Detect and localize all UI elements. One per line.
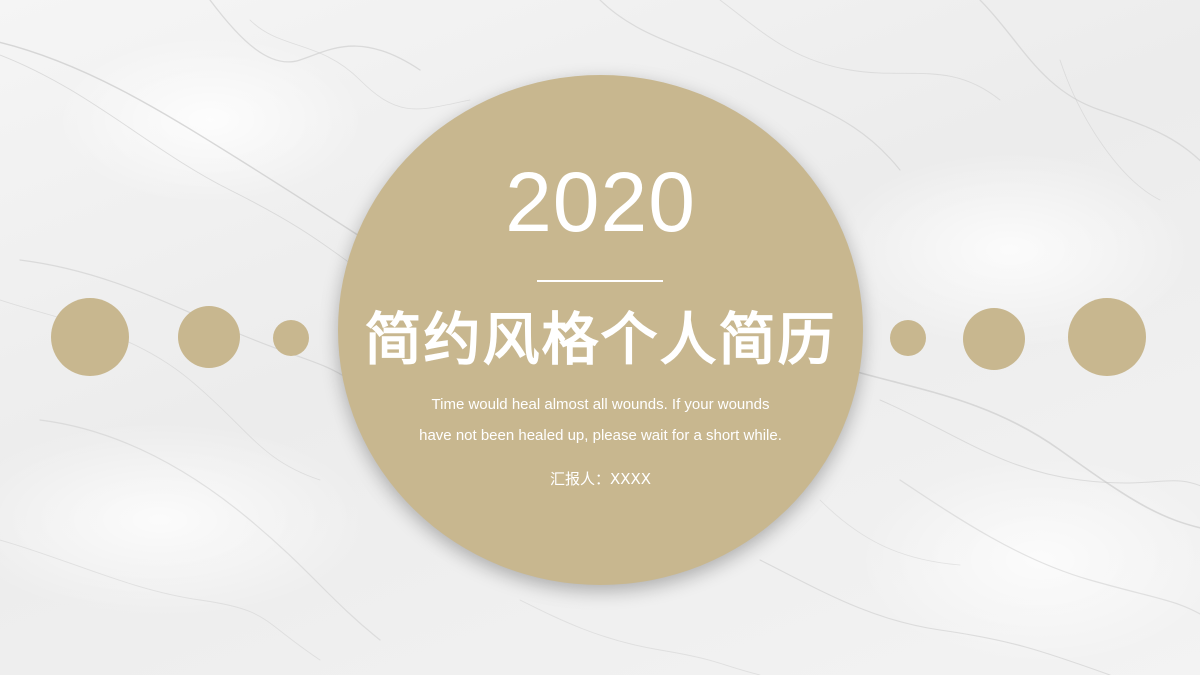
slide-title: 简约风格个人简历 [364,307,837,373]
year-heading: 2020 [505,155,696,249]
decorative-dot-left-large [51,298,129,376]
decorative-dot-left-medium [178,306,240,368]
decorative-dot-right-medium [963,308,1025,370]
subtitle-line-2: have not been healed up, please wait for… [419,427,782,444]
reporter-line: 汇报人：XXXX [338,472,863,487]
reporter-name: XXXX [609,470,652,488]
title-circle [338,75,863,585]
subtitle-line-1: Time would heal almost all wounds. If yo… [431,396,770,413]
decorative-dot-right-small [890,320,926,356]
title-divider [537,280,663,282]
decorative-dot-left-small [273,320,309,356]
reporter-label: 汇报人： [549,470,610,488]
decorative-dot-right-large [1068,298,1146,376]
